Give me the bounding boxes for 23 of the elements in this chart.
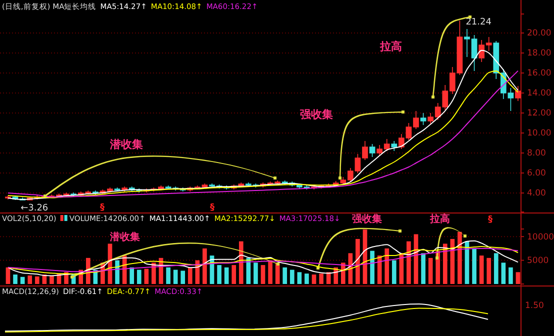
- text: 强收集: [352, 213, 382, 225]
- annotation: 拉高: [379, 40, 402, 53]
- annotation: 21.24: [466, 18, 492, 28]
- y-tick-label: 8.00: [527, 148, 546, 159]
- annotation: §: [210, 203, 215, 213]
- y-tick-label: 5000: [527, 256, 549, 266]
- y-tick-label: 10.00: [527, 128, 552, 139]
- text: 1.50: [525, 301, 544, 311]
- y-tick-label: 16.00: [527, 68, 552, 79]
- annotation: 潜收集: [109, 138, 143, 151]
- y-tick-label: 20.00: [527, 28, 552, 39]
- y-tick-label: 6.00: [527, 168, 546, 179]
- y-tick-label: 4.00: [527, 188, 546, 199]
- annotation: 潜收集: [109, 231, 140, 243]
- y-tick-label: 18.00: [527, 48, 552, 59]
- y-tick-label: 14.00: [527, 88, 552, 99]
- annotation: 强收集: [300, 108, 333, 121]
- text: §: [488, 215, 493, 225]
- annotation: §: [100, 203, 105, 213]
- text: 拉高: [429, 213, 450, 225]
- y-tick-label: 10000: [527, 232, 554, 242]
- annotation: ←3.26: [20, 203, 48, 214]
- y-tick-label: 12.00: [527, 108, 552, 119]
